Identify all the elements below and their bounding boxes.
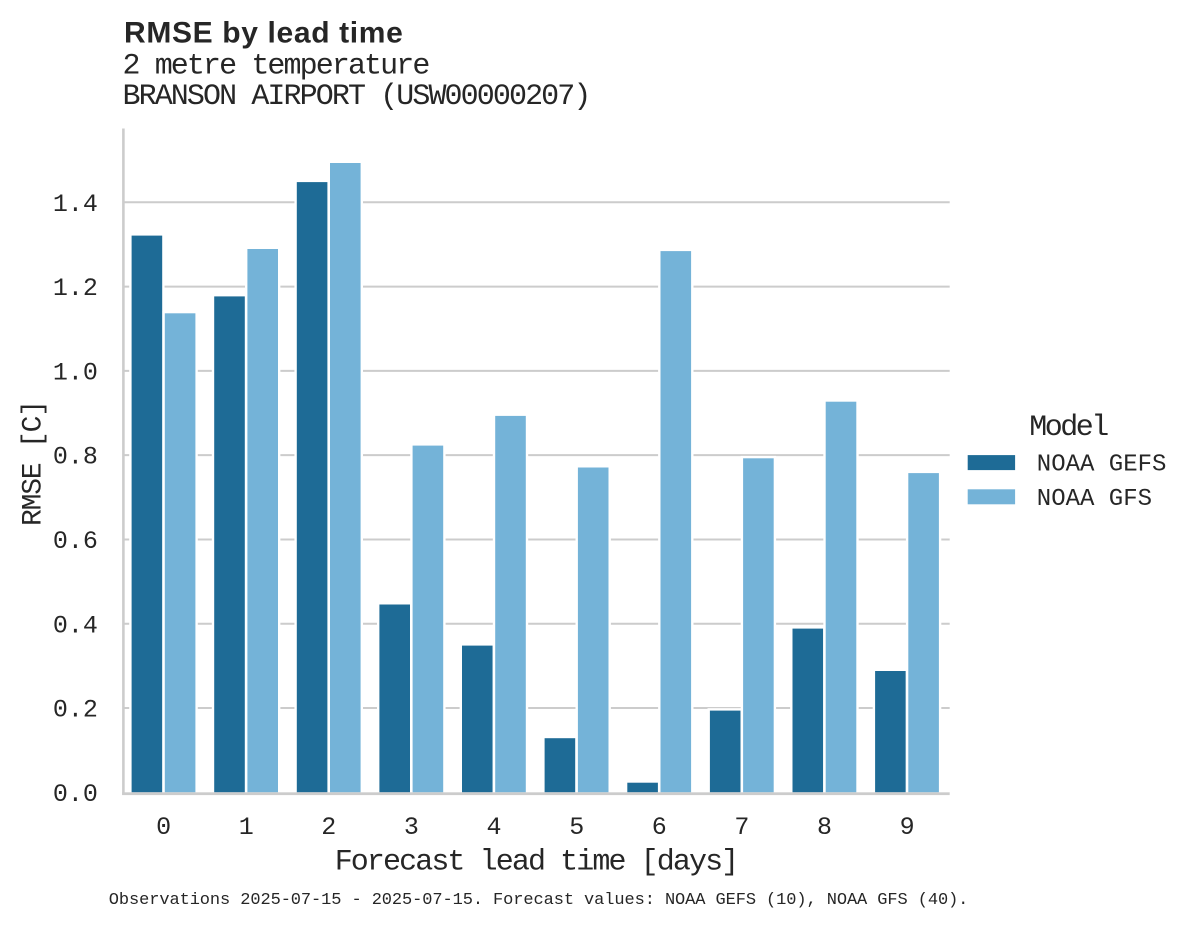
svg-text:0.4: 0.4 <box>53 611 98 640</box>
svg-text:1.2: 1.2 <box>53 274 98 303</box>
svg-text:BRANSON AIRPORT (USW00000207): BRANSON AIRPORT (USW00000207) <box>123 80 590 114</box>
svg-text:0: 0 <box>156 813 171 842</box>
svg-text:NOAA GFS: NOAA GFS <box>1037 486 1152 513</box>
svg-text:Observations 2025-07-15 - 2025: Observations 2025-07-15 - 2025-07-15. Fo… <box>109 891 969 910</box>
svg-text:6: 6 <box>652 813 667 842</box>
svg-text:NOAA GEFS: NOAA GEFS <box>1037 452 1167 479</box>
svg-text:5: 5 <box>569 813 584 842</box>
svg-text:8: 8 <box>817 813 832 842</box>
svg-text:Model: Model <box>1029 411 1108 445</box>
svg-text:4: 4 <box>486 813 501 842</box>
svg-text:1.0: 1.0 <box>53 359 98 388</box>
svg-text:9: 9 <box>900 813 915 842</box>
svg-text:RMSE [C]: RMSE [C] <box>18 401 49 526</box>
svg-text:0.0: 0.0 <box>53 780 98 809</box>
svg-text:0.8: 0.8 <box>53 443 98 472</box>
svg-text:0.2: 0.2 <box>53 696 98 725</box>
svg-text:1.4: 1.4 <box>53 190 98 219</box>
svg-text:Forecast lead time [days]: Forecast lead time [days] <box>335 845 738 879</box>
svg-text:3: 3 <box>404 813 419 842</box>
svg-text:0.6: 0.6 <box>53 527 98 556</box>
svg-text:RMSE by lead time: RMSE by lead time <box>124 17 403 50</box>
svg-text:2: 2 <box>321 813 336 842</box>
svg-text:1: 1 <box>239 813 254 842</box>
svg-text:7: 7 <box>734 813 749 842</box>
svg-text:2 metre temperature: 2 metre temperature <box>123 50 430 84</box>
